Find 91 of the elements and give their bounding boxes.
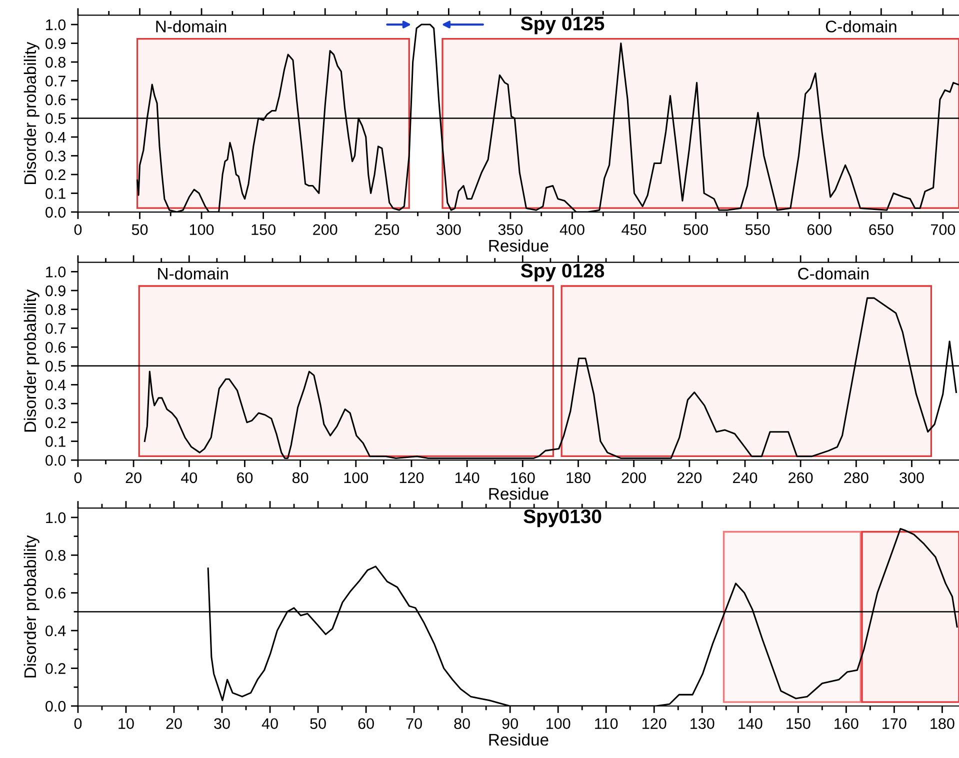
x-tick-label: 280: [844, 472, 868, 484]
chart-title: Spy 0128: [520, 264, 604, 282]
x-tick-label: 0: [74, 472, 82, 484]
y-axis-title: Disorder probability: [24, 535, 40, 678]
y-tick-label: 0.8: [46, 550, 66, 561]
x-tick-label: 60: [358, 718, 374, 730]
x-tick-label: 150: [252, 224, 276, 236]
y-tick-label: 0.3: [46, 150, 66, 162]
x-tick-label: 40: [262, 718, 278, 730]
y-tick-label: 0.2: [46, 169, 66, 180]
x-tick-label: 140: [455, 472, 480, 484]
y-tick-label: 0.8: [46, 304, 66, 316]
x-tick-label: 100: [546, 718, 570, 730]
x-tick-label: 550: [745, 224, 770, 236]
x-tick-label: 20: [126, 472, 142, 484]
x-tick-label: 50: [132, 224, 148, 236]
y-tick-label: 0.6: [46, 342, 66, 353]
band-label: C-domain: [798, 267, 868, 280]
x-tick-label: 60: [237, 472, 253, 484]
x-tick-label: 500: [684, 224, 708, 236]
x-tick-label: 600: [807, 224, 832, 236]
x-tick-label: 400: [560, 224, 584, 236]
y-tick-label: 0.5: [46, 113, 66, 124]
x-tick-label: 0: [74, 224, 82, 236]
x-tick-label: 170: [882, 718, 906, 730]
x-tick-label: 90: [502, 718, 518, 730]
x-tick-label: 0: [74, 718, 82, 730]
x-axis-title: Residue: [489, 239, 548, 252]
x-tick-label: 50: [310, 718, 326, 730]
y-tick-label: 0.9: [46, 285, 66, 296]
x-tick-label: 120: [642, 718, 666, 730]
x-tick-label: 130: [690, 718, 714, 730]
y-tick-label: 1.0: [46, 512, 66, 524]
y-tick-label: 0.4: [46, 132, 66, 143]
y-axis-title: Disorder probability: [24, 289, 40, 432]
x-tick-label: 80: [292, 472, 308, 484]
x-tick-label: 300: [900, 472, 924, 484]
y-tick-label: 0.4: [46, 625, 66, 636]
x-tick-label: 200: [622, 472, 646, 484]
y-tick-label: 0.7: [46, 76, 66, 86]
x-tick-label: 100: [190, 224, 214, 236]
y-tick-label: 0.2: [46, 417, 66, 428]
y-tick-label: 0.9: [46, 38, 66, 49]
x-tick-label: 120: [400, 472, 424, 484]
y-tick-label: 0.0: [46, 454, 66, 466]
x-tick-label: 260: [788, 472, 813, 484]
x-tick-label: 180: [930, 718, 954, 730]
x-tick-label: 700: [930, 224, 956, 236]
y-tick-label: 1.0: [46, 19, 66, 30]
x-tick-label: 220: [677, 472, 702, 484]
y-tick-label: 0.3: [46, 398, 66, 410]
y-tick-label: 0.1: [46, 436, 66, 447]
x-tick-label: 150: [786, 718, 810, 730]
x-tick-label: 180: [566, 472, 590, 484]
x-tick-label: 350: [498, 224, 523, 236]
band-label: N-domain: [158, 267, 228, 280]
chart-title: Spy 0125: [520, 16, 604, 34]
x-tick-label: 40: [180, 472, 198, 484]
y-tick-label: 0.0: [46, 206, 66, 218]
x-tick-label: 140: [738, 718, 762, 730]
x-tick-label: 80: [454, 718, 470, 730]
band-label: N-domain: [156, 20, 226, 32]
y-tick-label: 0.8: [46, 56, 66, 68]
x-tick-label: 100: [344, 472, 368, 484]
band-label: C-domain: [826, 20, 896, 32]
y-tick-label: 0.6: [46, 588, 66, 599]
chart-title: Spy0130: [524, 510, 602, 528]
x-tick-label: 160: [511, 472, 535, 484]
y-tick-label: 0.0: [46, 700, 66, 712]
y-tick-label: 0.5: [46, 360, 66, 372]
x-tick-label: 200: [313, 224, 338, 236]
y-tick-label: 1.0: [46, 266, 66, 278]
y-tick-label: 0.1: [46, 188, 66, 199]
x-tick-label: 650: [869, 224, 894, 236]
x-tick-label: 10: [118, 718, 134, 730]
x-tick-label: 300: [436, 224, 461, 236]
y-tick-label: 0.7: [46, 323, 66, 334]
y-tick-label: 0.2: [46, 663, 66, 674]
x-tick-label: 450: [622, 224, 646, 236]
x-tick-label: 250: [374, 224, 400, 236]
y-axis-title: Disorder probability: [24, 42, 40, 184]
x-tick-label: 30: [214, 718, 230, 730]
x-axis-title: Residue: [489, 488, 548, 500]
x-tick-label: 160: [834, 718, 858, 730]
x-tick-label: 20: [166, 718, 182, 730]
x-tick-label: 70: [406, 718, 422, 730]
y-tick-label: 0.4: [46, 380, 66, 390]
x-tick-label: 110: [595, 718, 618, 730]
y-tick-label: 0.6: [46, 94, 66, 106]
x-axis-title: Residue: [489, 733, 548, 746]
x-tick-label: 240: [733, 472, 758, 484]
